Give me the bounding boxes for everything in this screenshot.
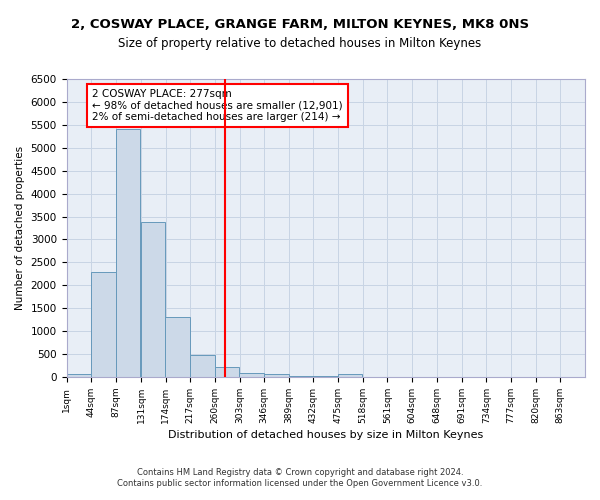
Bar [289, 376, 313, 377]
Text: Size of property relative to detached houses in Milton Keynes: Size of property relative to detached ho… [118, 38, 482, 51]
Bar [239, 373, 264, 377]
Bar [91, 272, 116, 377]
Bar [66, 374, 91, 377]
Text: Contains HM Land Registry data © Crown copyright and database right 2024.
Contai: Contains HM Land Registry data © Crown c… [118, 468, 482, 487]
Bar [338, 374, 362, 377]
Bar [264, 374, 289, 377]
Bar [215, 368, 239, 377]
Y-axis label: Number of detached properties: Number of detached properties [15, 146, 25, 310]
Bar [141, 222, 166, 377]
X-axis label: Distribution of detached houses by size in Milton Keynes: Distribution of detached houses by size … [168, 430, 484, 440]
Text: 2, COSWAY PLACE, GRANGE FARM, MILTON KEYNES, MK8 0NS: 2, COSWAY PLACE, GRANGE FARM, MILTON KEY… [71, 18, 529, 30]
Bar [116, 128, 140, 377]
Text: 2 COSWAY PLACE: 277sqm
← 98% of detached houses are smaller (12,901)
2% of semi-: 2 COSWAY PLACE: 277sqm ← 98% of detached… [92, 89, 343, 122]
Bar [166, 317, 190, 377]
Bar [190, 355, 215, 377]
